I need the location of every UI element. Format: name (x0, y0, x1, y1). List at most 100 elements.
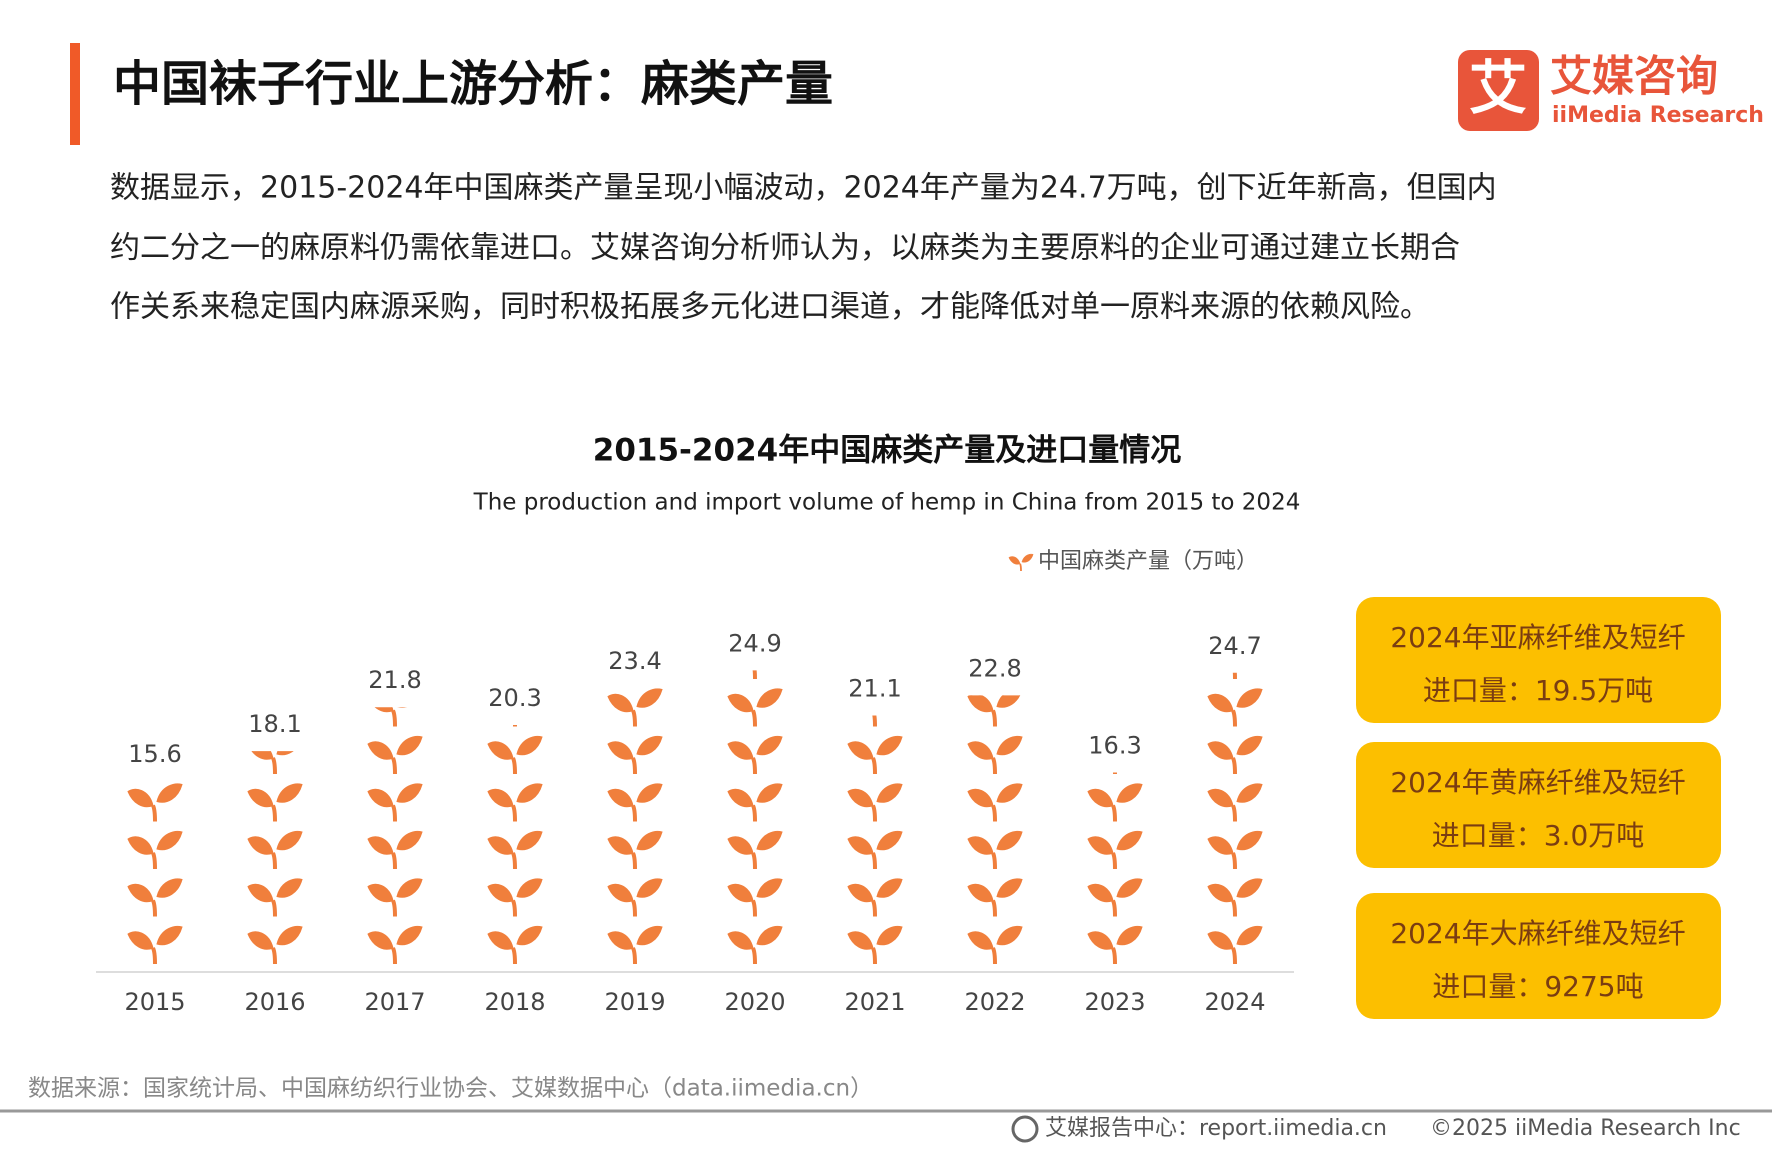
bar-icon (726, 924, 784, 966)
bar-icon (1206, 781, 1264, 824)
bar-icon (366, 876, 424, 919)
bar-icon (246, 924, 304, 966)
bar-icon (606, 924, 664, 966)
paragraph-line: 数据显示，2015-2024年中国麻类产量呈现小幅波动，2024年产量为24.7… (110, 171, 1497, 206)
x-tick-label: 2019 (604, 988, 665, 1016)
highlight-box (1356, 742, 1721, 868)
bar (486, 725, 544, 966)
bar (606, 688, 664, 966)
paragraph-line: 约二分之一的麻原料仍需依靠进口。艾媒咨询分析师认为，以麻类为主要原料的企业可通过… (110, 231, 1460, 266)
highlight-line: 2024年黄麻纤维及短纤 (1390, 766, 1685, 799)
bar-icon (726, 829, 784, 871)
x-tick-label: 2017 (364, 988, 425, 1016)
x-tick-label: 2022 (964, 988, 1025, 1016)
chart-subtitle: The production and import volume of hemp… (473, 490, 1301, 516)
value-label: 21.8 (368, 666, 421, 694)
bar-icon (846, 876, 904, 919)
value-label: 23.4 (608, 647, 661, 675)
bar-icon (366, 781, 424, 824)
legend: 中国麻类产量（万吨） (1007, 549, 1258, 574)
bar-icon (606, 876, 664, 919)
bar (126, 781, 184, 966)
bar-icon (846, 924, 904, 966)
bar-icon (966, 829, 1024, 871)
bar-icon (366, 924, 424, 966)
bar-icon (726, 876, 784, 919)
bar-icon (126, 781, 184, 824)
value-label: 24.9 (728, 629, 781, 657)
bar-icon (1086, 924, 1144, 966)
bar-icon (966, 876, 1024, 919)
bar-icon (1206, 876, 1264, 919)
bar (1086, 772, 1144, 966)
paragraph-line: 作关系来稳定国内麻源采购，同时积极拓展多元化进口渠道，才能降低对单一原料来源的依… (110, 290, 1430, 325)
bar-icon (486, 781, 544, 824)
bar (726, 670, 784, 966)
bar-icon (846, 829, 904, 871)
value-label: 21.1 (848, 675, 901, 703)
bar-icon (1086, 829, 1144, 871)
bar-icon (486, 924, 544, 966)
source: 数据来源：国家统计局、中国麻纺织行业协会、艾媒数据中心（data.iimedia… (28, 1076, 873, 1102)
bar-icon (366, 707, 424, 729)
value-label: 16.3 (1088, 732, 1141, 760)
bar-icon (606, 781, 664, 824)
value-label: 20.3 (488, 684, 541, 712)
bar-icon (606, 829, 664, 871)
bar-icon (846, 781, 904, 824)
bar (366, 707, 424, 966)
bar-icon (246, 829, 304, 871)
bar-icon (726, 686, 784, 729)
title-accent (70, 43, 80, 145)
highlight-line: 2024年大麻纤维及短纤 (1390, 917, 1685, 950)
x-tick-label: 2023 (1084, 988, 1145, 1016)
bar-icon (126, 924, 184, 966)
x-tick-label: 2020 (724, 988, 785, 1016)
bar-icon (1206, 686, 1264, 729)
bar-icon (366, 734, 424, 776)
bar-icon (1206, 924, 1264, 966)
footer-center: 艾媒报告中心：report.iimedia.cn (1045, 1116, 1387, 1141)
bar-icon (126, 829, 184, 871)
bar-icon (726, 781, 784, 824)
bar-icon (126, 876, 184, 919)
bar-icon (246, 781, 304, 824)
logo-en: iiMedia Research (1552, 103, 1764, 128)
bar-icon (246, 751, 304, 776)
bar-icon (246, 876, 304, 919)
x-tick-label: 2015 (124, 988, 185, 1016)
highlight-line: 进口量：9275吨 (1432, 970, 1643, 1003)
value-label: 15.6 (128, 740, 181, 768)
bar-icon (1206, 829, 1264, 871)
page-title: 中国袜子行业上游分析：麻类产量 (113, 56, 833, 112)
bar-icon (366, 829, 424, 871)
bar (246, 751, 304, 966)
highlight-line: 进口量：3.0万吨 (1432, 819, 1645, 852)
value-label: 24.7 (1208, 632, 1261, 660)
bar (846, 715, 904, 966)
bar-icon (606, 688, 664, 729)
highlight-box (1356, 597, 1721, 723)
bar-icon (966, 734, 1024, 776)
logo-glyph: 艾 (1469, 54, 1527, 122)
x-tick-label: 2016 (244, 988, 305, 1016)
bar-icon (1086, 876, 1144, 919)
legend-label: 中国麻类产量（万吨） (1038, 549, 1258, 574)
bar-icon (486, 734, 544, 776)
bar-icon (486, 829, 544, 871)
legend-icon (1007, 553, 1035, 572)
footer-icon (1011, 1115, 1039, 1143)
chart-title: 2015-2024年中国麻类产量及进口量情况 (593, 433, 1181, 469)
highlight-line: 2024年亚麻纤维及短纤 (1390, 621, 1685, 654)
x-tick-label: 2018 (484, 988, 545, 1016)
highlight-box (1356, 893, 1721, 1019)
bar-icon (726, 734, 784, 776)
bar (966, 695, 1024, 966)
footer-copyright: ©2025 iiMedia Research Inc (1430, 1116, 1741, 1141)
x-tick-label: 2024 (1204, 988, 1265, 1016)
bar-icon (1086, 781, 1144, 824)
logo-cn: 艾媒咨询 (1550, 52, 1718, 101)
value-label: 18.1 (248, 710, 301, 738)
bar-icon (1206, 734, 1264, 776)
